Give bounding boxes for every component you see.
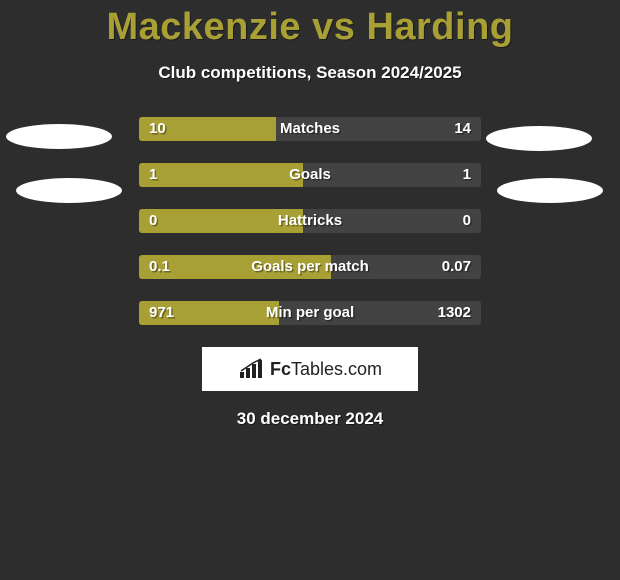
stat-value-right: 1302 (438, 301, 471, 325)
player-right-oval-2 (497, 178, 603, 203)
comparison-card: Mackenzie vs Harding Club competitions, … (0, 0, 620, 580)
stat-value-right: 14 (454, 117, 471, 141)
stat-label: Matches (139, 117, 481, 141)
fctables-logo[interactable]: FcTables.com (202, 347, 418, 391)
stat-row: 971 Min per goal 1302 (139, 301, 481, 325)
page-title: Mackenzie vs Harding (0, 0, 620, 49)
player-right-oval-1 (486, 126, 592, 151)
stat-value-right: 1 (463, 163, 471, 187)
stat-row: 1 Goals 1 (139, 163, 481, 187)
logo-text: FcTables.com (270, 359, 382, 380)
stat-label: Min per goal (139, 301, 481, 325)
stat-label: Hattricks (139, 209, 481, 233)
stat-row: 10 Matches 14 (139, 117, 481, 141)
date: 30 december 2024 (0, 409, 620, 429)
stat-label: Goals (139, 163, 481, 187)
subtitle: Club competitions, Season 2024/2025 (0, 63, 620, 83)
stat-row: 0.1 Goals per match 0.07 (139, 255, 481, 279)
player-left-oval-1 (6, 124, 112, 149)
stat-label: Goals per match (139, 255, 481, 279)
bar-chart-icon (238, 358, 264, 380)
stat-value-right: 0 (463, 209, 471, 233)
stat-row: 0 Hattricks 0 (139, 209, 481, 233)
stat-value-right: 0.07 (442, 255, 471, 279)
player-left-oval-2 (16, 178, 122, 203)
